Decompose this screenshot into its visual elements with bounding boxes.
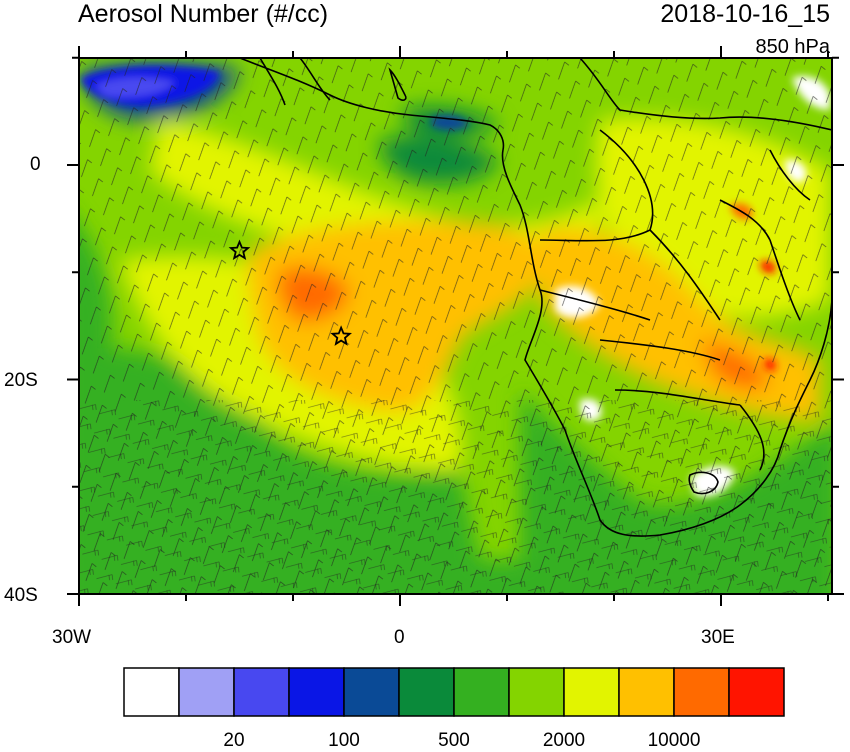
lat-label-20s: 20S: [4, 370, 38, 391]
axis-ticks: [67, 46, 844, 606]
colorbar-swatch: [343, 667, 400, 717]
colorbar-label: 10000: [647, 730, 701, 751]
lat-label-40s: 40S: [4, 585, 38, 606]
colorbar-label: 500: [438, 730, 470, 751]
colorbar-swatch: [618, 667, 675, 717]
colorbar-swatch: [673, 667, 730, 717]
pressure-level: 850 hPa: [755, 36, 830, 58]
lon-label-30w: 30W: [52, 627, 92, 648]
timestamp: 2018-10-16_15: [660, 0, 830, 28]
colorbar-swatch: [123, 667, 180, 717]
coastlines: [239, 58, 832, 537]
colorbar-swatch: [508, 667, 565, 717]
station-markers: [228, 239, 352, 346]
plot-frame: [78, 57, 833, 595]
colorbar-swatch: [728, 667, 785, 717]
lat-label-0: 0: [30, 154, 41, 175]
colorbar-swatch: [398, 667, 455, 717]
colorbar-label: 20: [223, 730, 245, 751]
star-marker-1: [228, 239, 251, 261]
colorbar-swatch: [453, 667, 510, 717]
colorbar-label: 100: [328, 730, 360, 751]
colorbar-swatch: [233, 667, 290, 717]
colorbar-swatch: [178, 667, 235, 717]
colorbar: [123, 667, 785, 717]
colorbar-swatch: [563, 667, 620, 717]
star-marker-2: [330, 325, 352, 346]
colorbar-swatch: [288, 667, 345, 717]
title: Aerosol Number (#/cc): [78, 0, 329, 28]
aerosol-field: [79, 58, 832, 594]
lon-label-0: 0: [394, 627, 405, 648]
lon-label-30e: 30E: [701, 627, 735, 648]
colorbar-label: 2000: [542, 730, 586, 751]
